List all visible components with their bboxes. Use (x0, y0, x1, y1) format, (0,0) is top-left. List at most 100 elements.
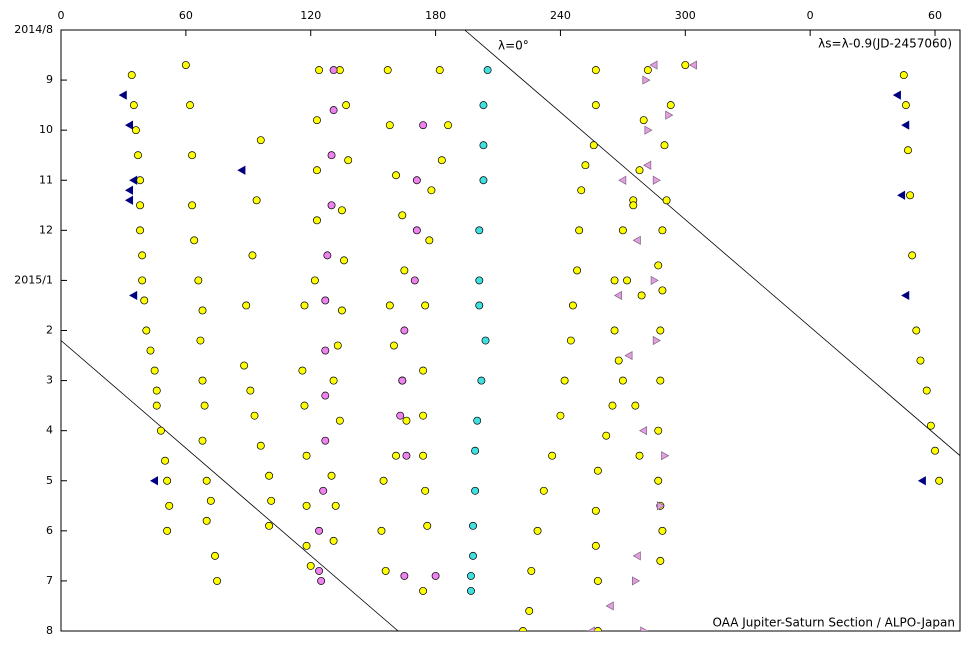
point (632, 235, 641, 245)
point (315, 526, 323, 535)
point (300, 401, 309, 410)
point (481, 336, 490, 345)
point (306, 561, 315, 570)
point (321, 436, 330, 445)
point (390, 341, 398, 350)
point (906, 191, 915, 200)
point (337, 206, 346, 215)
point (165, 501, 174, 510)
point (605, 601, 614, 611)
point (300, 301, 309, 310)
point (556, 411, 565, 420)
point (477, 376, 486, 385)
point (240, 361, 249, 370)
point (610, 276, 619, 285)
point (156, 426, 165, 435)
point (313, 116, 321, 125)
point (329, 106, 338, 115)
point (610, 326, 619, 335)
point (922, 386, 931, 395)
point (246, 386, 255, 395)
point (591, 541, 600, 550)
point (908, 251, 917, 260)
point (467, 571, 475, 580)
point (190, 236, 199, 245)
point (658, 286, 667, 295)
point (129, 290, 138, 301)
point (256, 136, 265, 145)
drift-line (464, 30, 960, 457)
point (127, 71, 136, 80)
point (327, 201, 336, 210)
point (602, 431, 611, 440)
point (136, 201, 145, 210)
point (402, 451, 411, 460)
point (892, 90, 901, 100)
point (640, 626, 649, 631)
point (654, 426, 663, 435)
point (573, 266, 582, 275)
point (548, 451, 557, 460)
point (419, 366, 428, 375)
point (402, 416, 411, 425)
point (188, 151, 197, 160)
point (899, 71, 908, 80)
point (265, 521, 274, 530)
point (591, 101, 600, 110)
point (469, 521, 477, 530)
annotation: λs=λ-0.9(JD-2457060) (818, 37, 952, 51)
y-tick-label: 2015/1 (14, 273, 53, 286)
point (412, 176, 421, 185)
point (652, 335, 661, 346)
point (344, 156, 353, 165)
point (412, 226, 421, 235)
point (901, 120, 910, 130)
point (142, 326, 151, 335)
point (926, 421, 935, 430)
point (321, 346, 330, 355)
point (650, 275, 659, 286)
point (632, 551, 641, 561)
point (421, 486, 430, 495)
point (188, 201, 197, 210)
point (198, 436, 207, 445)
point (654, 476, 663, 485)
point (327, 471, 336, 480)
point (202, 476, 211, 485)
point (152, 401, 161, 410)
point (931, 446, 939, 455)
point (146, 346, 155, 355)
point (437, 156, 446, 165)
point (419, 451, 428, 460)
point (475, 226, 484, 235)
y-tick-label: 9 (46, 73, 53, 86)
point (129, 175, 138, 185)
point (560, 376, 569, 385)
point (333, 341, 342, 350)
point (467, 586, 475, 595)
y-tick-label: 6 (46, 524, 53, 537)
point (901, 290, 910, 301)
point (629, 201, 638, 210)
point (206, 496, 215, 505)
point (425, 236, 434, 245)
y-tick-label: 7 (46, 574, 53, 587)
point (688, 60, 697, 70)
x-tick-label: 180 (425, 9, 446, 22)
x-tick-label: 120 (300, 9, 321, 22)
point (317, 576, 326, 585)
point (577, 186, 586, 195)
point (591, 66, 600, 75)
point (618, 175, 627, 185)
point (635, 166, 644, 175)
point (400, 571, 409, 580)
point (138, 276, 147, 285)
point (150, 366, 159, 375)
point (313, 166, 321, 175)
point (479, 141, 488, 150)
point (377, 526, 386, 535)
point (652, 175, 661, 185)
point (400, 266, 409, 275)
plot-frame (60, 29, 961, 632)
point (638, 426, 648, 436)
